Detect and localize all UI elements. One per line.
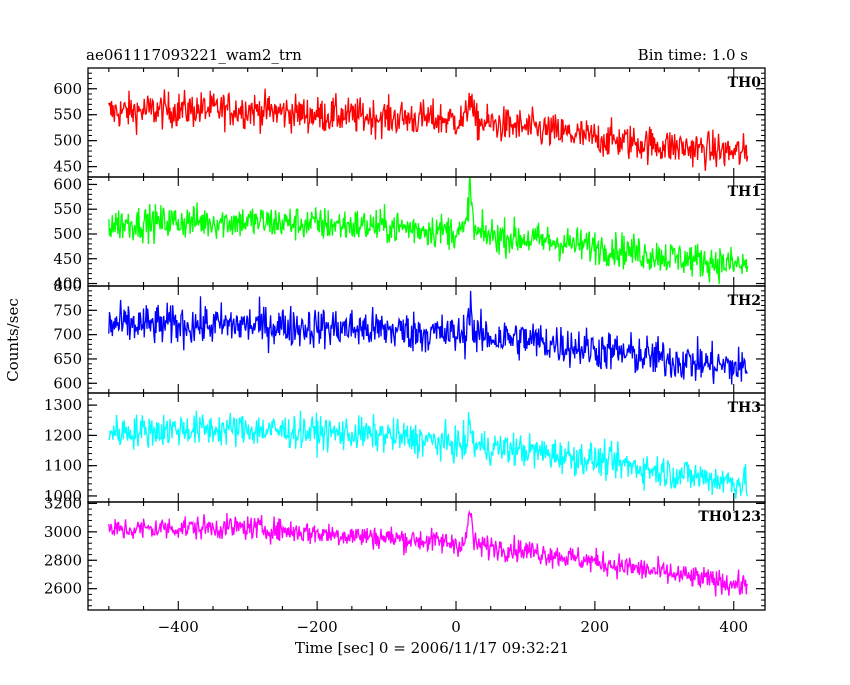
y-tick-label: 1000 — [44, 487, 82, 505]
x-tick-label: −400 — [158, 618, 199, 636]
title-left: ae061117093221_wam2_trn — [86, 46, 302, 64]
x-tick-label: 400 — [719, 618, 748, 636]
y-tick-label: 3000 — [44, 523, 82, 541]
panel-label-th3: TH3 — [728, 400, 761, 416]
y-tick-label: 400 — [53, 275, 82, 293]
panel-label-th2: TH2 — [728, 293, 761, 309]
y-tick-label: 600 — [53, 175, 82, 193]
y-tick-label: 800 — [53, 277, 82, 295]
y-tick-label: 750 — [53, 301, 82, 319]
x-tick-label: 0 — [451, 618, 461, 636]
series-line-th2 — [108, 290, 748, 385]
y-tick-label: 500 — [53, 132, 82, 150]
y-tick-label: 500 — [53, 225, 82, 243]
y-axis-label: Counts/sec — [4, 298, 22, 382]
y-tick-label: 1200 — [44, 426, 82, 444]
y-tick-label: 2600 — [44, 580, 82, 598]
y-tick-label: 550 — [53, 106, 82, 124]
panel-th1: TH1 400 450 500 550 600 — [53, 175, 766, 293]
y-tick-label: 700 — [53, 326, 82, 344]
y-tick-label: 1100 — [44, 457, 82, 475]
y-tick-label: 600 — [53, 80, 82, 98]
y-tick-label: 550 — [53, 200, 82, 218]
y-tick-label: 450 — [53, 158, 82, 176]
panel-th0: TH0 450 500 550 600 — [53, 67, 766, 178]
series-line-th0 — [108, 88, 749, 171]
y-tick-label: 1300 — [44, 396, 82, 414]
x-tick-label: −200 — [297, 618, 338, 636]
series-line-th3 — [108, 410, 749, 499]
panel-label-th0: TH0 — [728, 75, 762, 91]
series-line-th1 — [108, 177, 749, 285]
y-tick-label: 3200 — [44, 494, 82, 512]
series-line-th0123 — [108, 509, 749, 597]
y-tick-label: 2800 — [44, 551, 82, 569]
y-tick-label: 650 — [53, 350, 82, 368]
panel-th0123: TH0123 2600 2800 3000 3200 −400 −200 0 200 400 — [44, 494, 766, 636]
panels-group: TH0 450 500 550 600 TH1 400 450 500 550 600 TH2 600 6… — [44, 67, 766, 636]
panel-frame — [87, 501, 766, 611]
y-tick-label: 450 — [53, 250, 82, 268]
y-tick-label: 600 — [53, 374, 82, 392]
panel-label-th0123: TH0123 — [698, 509, 761, 525]
panel-th2: TH2 600 650 700 750 800 — [53, 277, 766, 394]
x-axis-label: Time [sec] 0 = 2006/11/17 09:32:21 — [295, 639, 569, 657]
panel-frame — [87, 392, 766, 503]
panel-label-th1: TH1 — [728, 184, 761, 200]
title-right: Bin time: 1.0 s — [638, 46, 748, 64]
panel-th3: TH3 1000 1100 1200 1300 — [44, 392, 766, 505]
x-tick-label: 200 — [581, 618, 610, 636]
